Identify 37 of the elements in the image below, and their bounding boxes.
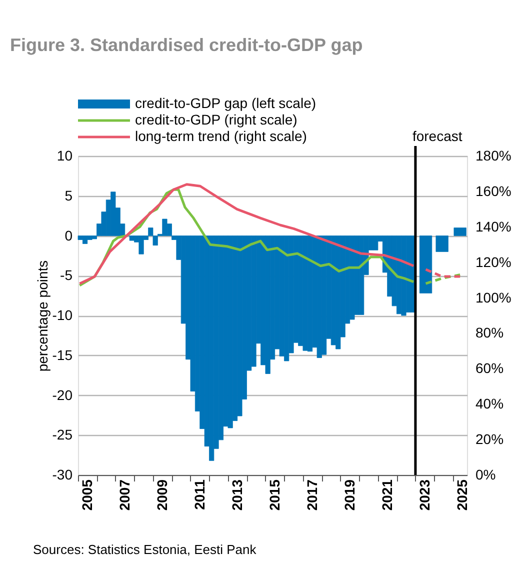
legend-label: credit-to-GDP (right scale)	[135, 112, 298, 128]
y2-tick-label: 100%	[476, 289, 512, 306]
y-tick-label: -30	[52, 466, 73, 482]
y-tick-label: -25	[52, 426, 73, 443]
y2-tick-label: 180%	[476, 148, 512, 164]
y2-tick-label: 160%	[476, 182, 512, 199]
x-tick-label: 2011	[191, 479, 208, 510]
y2-tick-label: 80%	[476, 324, 504, 341]
x-tick-label: 2009	[154, 479, 170, 511]
x-tick-label: 2013	[228, 479, 245, 511]
ref-line-label: forecast	[412, 128, 462, 144]
y-tick-label: 5	[64, 187, 73, 204]
y2-tick-label: 140%	[476, 218, 512, 234]
x-tick-label: 2007	[116, 479, 132, 511]
y2-tick-label: 60%	[476, 360, 504, 376]
y2-tick-label: 40%	[476, 396, 504, 412]
y-axis-title: percentage points	[34, 260, 50, 372]
legend-label: long-term trend (right scale)	[135, 128, 307, 144]
x-tick-label: 2005	[78, 479, 95, 511]
y-tick-label: 10	[56, 148, 73, 164]
y-tick-label: -10	[52, 307, 73, 323]
y-tick-label: 0	[64, 227, 73, 244]
y-tick-label: -15	[52, 346, 73, 363]
y2-tick-label: 120%	[476, 254, 512, 270]
x-tick-label: 2025	[454, 479, 470, 511]
y2-tick-label: 0%	[476, 466, 496, 482]
chart-title: Figure 3. Standardised credit-to-GDP gap	[10, 35, 363, 55]
x-tick-label: 2017	[304, 479, 320, 511]
y-tick-label: -20	[52, 386, 73, 403]
source-note: Sources: Statistics Estonia, Eesti Pank	[33, 542, 257, 557]
x-tick-label: 2019	[341, 479, 358, 511]
legend-label: credit-to-GDP gap (left scale)	[135, 95, 316, 111]
x-tick-label: 2015	[266, 479, 282, 511]
x-tick-label: 2023	[416, 479, 432, 511]
y-tick-label: -5	[60, 267, 73, 284]
y2-tick-label: 20%	[476, 431, 504, 448]
x-tick-label: 2021	[378, 479, 395, 511]
